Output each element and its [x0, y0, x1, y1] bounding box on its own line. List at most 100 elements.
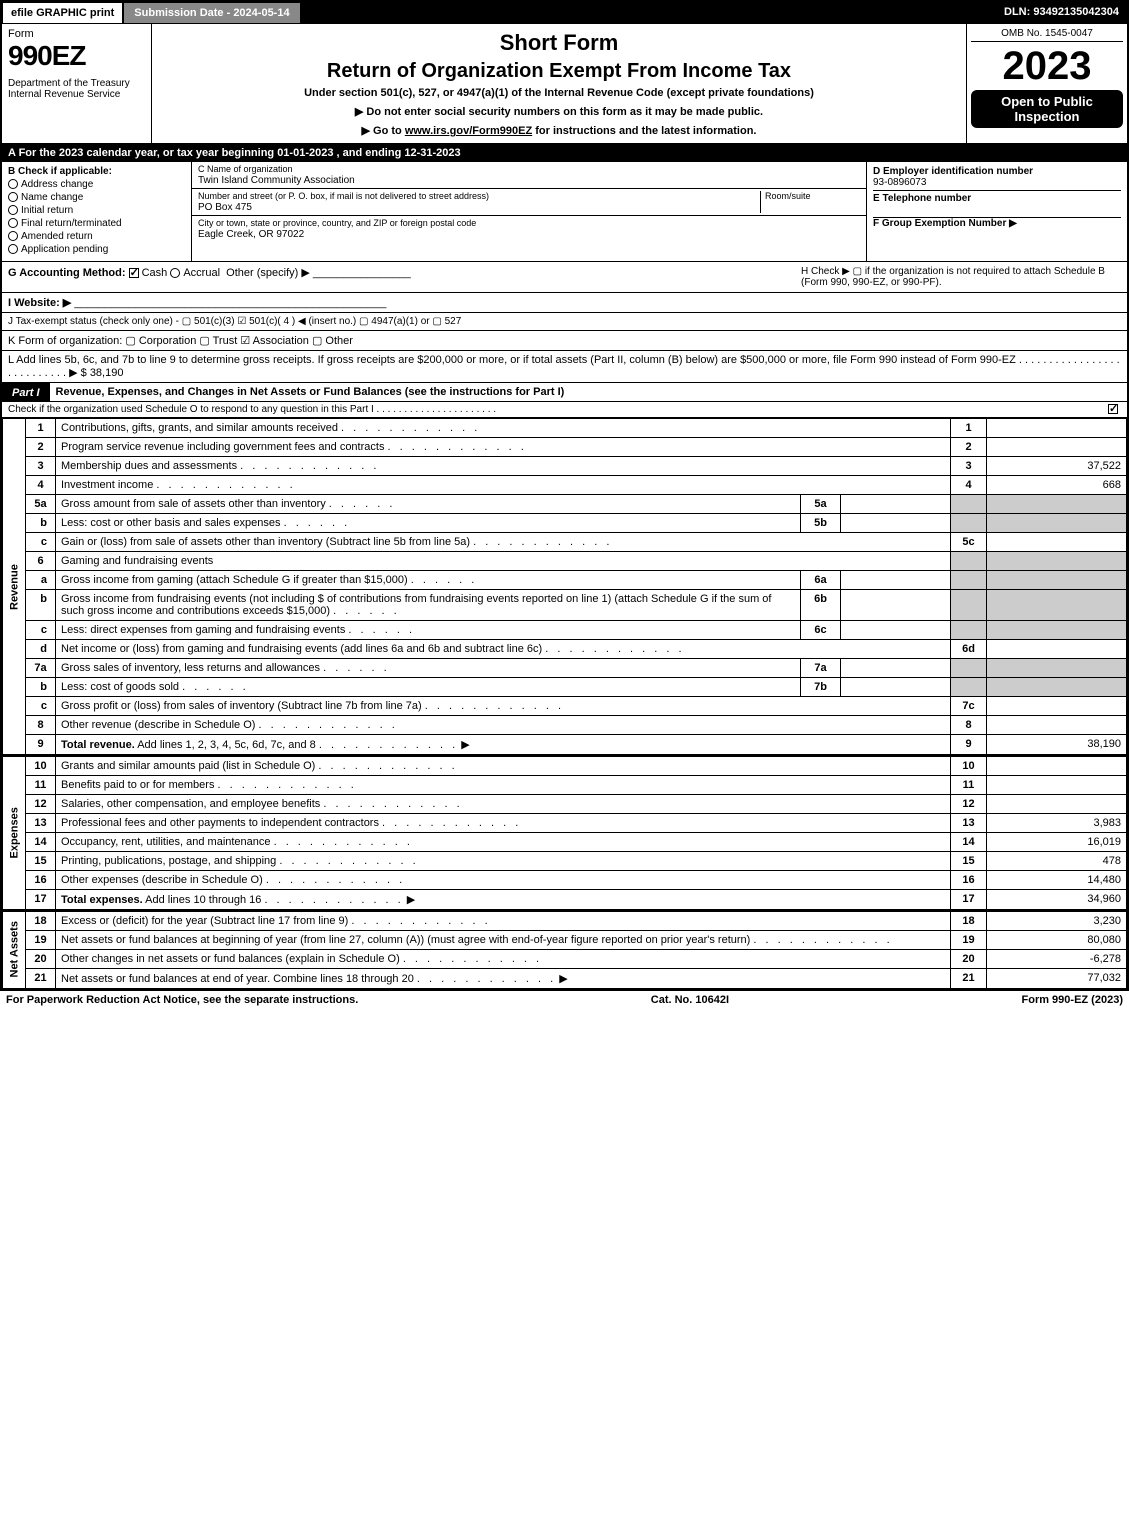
line-number: 11: [26, 776, 56, 795]
line-number: b: [26, 590, 56, 621]
table-row: 12Salaries, other compensation, and empl…: [3, 795, 1127, 814]
k-row: K Form of organization: ▢ Corporation ▢ …: [2, 331, 1127, 351]
table-row: Revenue1Contributions, gifts, grants, an…: [3, 419, 1127, 438]
line-number: 15: [26, 852, 56, 871]
expenses-table: Expenses10Grants and similar amounts pai…: [2, 755, 1127, 910]
website-row: I Website: ▶ ___________________________…: [2, 293, 1127, 313]
right-line-num: 21: [951, 969, 987, 989]
table-row: 11Benefits paid to or for members . . . …: [3, 776, 1127, 795]
chk-cash[interactable]: [129, 268, 139, 278]
right-line-num: 20: [951, 950, 987, 969]
section-def: D Employer identification number 93-0896…: [867, 162, 1127, 261]
line-desc: Occupancy, rent, utilities, and maintena…: [56, 833, 951, 852]
chk-address[interactable]: Address change: [8, 179, 185, 190]
chk-schedule-o[interactable]: [1108, 404, 1118, 414]
form-label: Form: [8, 28, 145, 40]
f-label: F Group Exemption Number ▶: [873, 218, 1017, 229]
right-line-num: 15: [951, 852, 987, 871]
main-title: Return of Organization Exempt From Incom…: [158, 60, 960, 83]
line-number: 6: [26, 552, 56, 571]
amount-value: [987, 533, 1127, 552]
page-footer: For Paperwork Reduction Act Notice, see …: [0, 991, 1129, 1009]
room-label: Room/suite: [765, 191, 811, 201]
submission-date: Submission Date - 2024-05-14: [123, 2, 300, 24]
city-label: City or town, state or province, country…: [198, 218, 476, 228]
table-row: 9Total revenue. Add lines 1, 2, 3, 4, 5c…: [3, 735, 1127, 755]
right-line-num: 8: [951, 716, 987, 735]
chk-pending[interactable]: Application pending: [8, 244, 185, 255]
header-left: Form 990EZ Department of the Treasury In…: [2, 24, 152, 143]
table-row: 17Total expenses. Add lines 10 through 1…: [3, 890, 1127, 910]
org-name: Twin Island Community Association: [198, 175, 355, 186]
line-number: 7a: [26, 659, 56, 678]
section-c: C Name of organization Twin Island Commu…: [192, 162, 867, 261]
irs-link[interactable]: www.irs.gov/Form990EZ: [405, 125, 532, 137]
chk-amended[interactable]: Amended return: [8, 231, 185, 242]
table-row: 13Professional fees and other payments t…: [3, 814, 1127, 833]
table-row: 15Printing, publications, postage, and s…: [3, 852, 1127, 871]
line-number: 12: [26, 795, 56, 814]
note2: ▶ Go to www.irs.gov/Form990EZ for instru…: [158, 124, 960, 137]
line-number: 14: [26, 833, 56, 852]
line-number: c: [26, 621, 56, 640]
c-name-label: C Name of organization: [198, 164, 293, 174]
right-line-num: 11: [951, 776, 987, 795]
line-desc: Net assets or fund balances at end of ye…: [56, 969, 951, 989]
amount-value: 478: [987, 852, 1127, 871]
line-desc: Other expenses (describe in Schedule O) …: [56, 871, 951, 890]
line-number: 1: [26, 419, 56, 438]
right-line-num: 14: [951, 833, 987, 852]
table-row: 7aGross sales of inventory, less returns…: [3, 659, 1127, 678]
right-line-num: 7c: [951, 697, 987, 716]
line-number: 2: [26, 438, 56, 457]
amount-value: [987, 756, 1127, 776]
chk-name[interactable]: Name change: [8, 192, 185, 203]
amount-value: 77,032: [987, 969, 1127, 989]
line-desc: Less: direct expenses from gaming and fu…: [56, 621, 801, 640]
chk-accrual[interactable]: [170, 268, 180, 278]
section-b: B Check if applicable: Address change Na…: [2, 162, 192, 261]
street-label: Number and street (or P. O. box, if mail…: [198, 191, 489, 201]
chk-initial[interactable]: Initial return: [8, 205, 185, 216]
right-line-num: 4: [951, 476, 987, 495]
l-row: L Add lines 5b, 6c, and 7b to line 9 to …: [2, 351, 1127, 383]
right-line-num: 16: [951, 871, 987, 890]
netassets-table: Net Assets18Excess or (deficit) for the …: [2, 910, 1127, 989]
line-number: c: [26, 697, 56, 716]
short-form-title: Short Form: [158, 30, 960, 56]
table-row: 20Other changes in net assets or fund ba…: [3, 950, 1127, 969]
mid-line-num: 6c: [801, 621, 841, 640]
footer-mid: Cat. No. 10642I: [651, 994, 729, 1006]
line-desc: Other revenue (describe in Schedule O) .…: [56, 716, 951, 735]
line-number: 21: [26, 969, 56, 989]
mid-value: [841, 495, 951, 514]
footer-left: For Paperwork Reduction Act Notice, see …: [6, 994, 358, 1006]
mid-line-num: 7a: [801, 659, 841, 678]
header-center: Short Form Return of Organization Exempt…: [152, 24, 967, 143]
line-desc: Gross sales of inventory, less returns a…: [56, 659, 801, 678]
efile-label[interactable]: efile GRAPHIC print: [2, 2, 123, 24]
line-number: 5a: [26, 495, 56, 514]
amount-value: 668: [987, 476, 1127, 495]
chk-final[interactable]: Final return/terminated: [8, 218, 185, 229]
line-desc: Gross income from fundraising events (no…: [56, 590, 801, 621]
amount-value: [987, 776, 1127, 795]
line-desc: Grants and similar amounts paid (list in…: [56, 756, 951, 776]
right-line-num: 1: [951, 419, 987, 438]
row-gh: G Accounting Method: Cash Accrual Other …: [2, 262, 1127, 293]
line-number: 19: [26, 931, 56, 950]
note1: ▶ Do not enter social security numbers o…: [158, 105, 960, 118]
mid-value: [841, 659, 951, 678]
part1-label: Part I: [2, 384, 50, 402]
part1-subline: Check if the organization used Schedule …: [2, 402, 1127, 418]
line-number: a: [26, 571, 56, 590]
mid-line-num: 6a: [801, 571, 841, 590]
footer-right: Form 990-EZ (2023): [1022, 994, 1123, 1006]
g-accounting: G Accounting Method: Cash Accrual Other …: [8, 266, 801, 288]
right-line-num: 9: [951, 735, 987, 755]
line-number: 3: [26, 457, 56, 476]
line-desc: Gross amount from sale of assets other t…: [56, 495, 801, 514]
part1-header: Part I Revenue, Expenses, and Changes in…: [2, 383, 1127, 402]
amount-value: [987, 697, 1127, 716]
right-line-num: 3: [951, 457, 987, 476]
